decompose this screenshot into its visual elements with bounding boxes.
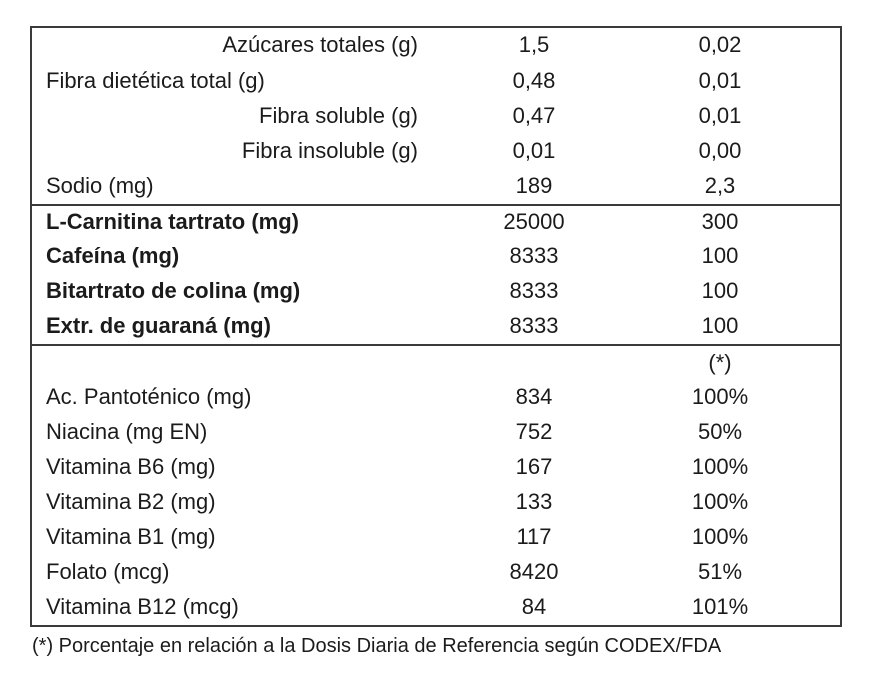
reference-value: 2,3 <box>704 173 736 198</box>
reference-value: 100% <box>691 384 749 409</box>
nutrient-label: Vitamina B6 (mg) <box>46 454 216 479</box>
nutrient-label: Vitamina B1 (mg) <box>46 525 216 550</box>
amount-value: 8420 <box>509 560 559 585</box>
reference-value: 51% <box>697 560 743 585</box>
amount-value: 0,48 <box>512 68 556 93</box>
table-row: Sodio (mg) 189 2,3 <box>32 168 840 203</box>
reference-value: 0,01 <box>698 103 742 128</box>
nutrient-label: Extr. de guaraná (mg) <box>46 314 271 339</box>
nutrition-table: Azúcares totales (g) 1,5 0,02 Fibra diet… <box>30 26 842 627</box>
reference-value: 0,02 <box>698 33 742 58</box>
table-footnote: (*) Porcentaje en relación a la Dosis Di… <box>32 635 722 657</box>
amount-value: 0,01 <box>512 138 556 163</box>
table-row: Niacina (mg EN) 752 50% <box>32 414 840 449</box>
amount-value: 189 <box>515 173 553 198</box>
reference-value: 100% <box>691 525 749 550</box>
amount-value: 133 <box>515 489 553 514</box>
nutrient-label: Azúcares totales (g) <box>222 33 418 58</box>
asterisk-header: (*) <box>708 350 732 375</box>
nutrient-label: Fibra insoluble (g) <box>241 138 418 163</box>
amount-value: 834 <box>515 384 553 409</box>
amount-value: 8333 <box>509 279 559 304</box>
table-row: Folato (mcg) 8420 51% <box>32 555 840 590</box>
table-row: Azúcares totales (g) 1,5 0,02 <box>32 28 840 63</box>
reference-value: 50% <box>697 419 743 444</box>
nutrient-label: L-Carnitina tartrato (mg) <box>46 210 299 235</box>
amount-value: 0,47 <box>512 103 556 128</box>
reference-value: 100 <box>701 279 739 304</box>
nutrient-label: Vitamina B2 (mg) <box>46 489 216 514</box>
table-row: Fibra insoluble (g) 0,01 0,00 <box>32 133 840 168</box>
table-row: Bitartrato de colina (mg) 8333 100 <box>32 274 840 309</box>
nutrient-label: Fibra dietética total (g) <box>46 68 265 93</box>
nutrient-label: Ac. Pantoténico (mg) <box>46 384 252 409</box>
nutrient-label: Sodio (mg) <box>46 173 154 198</box>
amount-value: 117 <box>516 525 552 550</box>
amount-value: 25000 <box>503 210 565 235</box>
table-row: (*) <box>32 344 840 379</box>
nutrient-label: Folato (mcg) <box>46 560 170 585</box>
nutrient-label: Cafeína (mg) <box>46 244 180 269</box>
table-row: Vitamina B6 (mg) 167 100% <box>32 449 840 484</box>
reference-value: 101% <box>691 595 749 620</box>
table-row: Vitamina B1 (mg) 117 100% <box>32 520 840 555</box>
nutrient-label: Niacina (mg EN) <box>46 419 208 444</box>
table-row: Vitamina B2 (mg) 133 100% <box>32 485 840 520</box>
nutrient-label: Fibra soluble (g) <box>259 103 418 128</box>
amount-value: 752 <box>515 419 553 444</box>
nutrient-label: Vitamina B12 (mcg) <box>46 595 239 620</box>
reference-value: 100% <box>691 454 749 479</box>
reference-value: 100 <box>701 314 739 339</box>
amount-value: 84 <box>521 595 547 620</box>
amount-value: 8333 <box>509 314 559 339</box>
reference-value: 100% <box>691 489 749 514</box>
table-row: Cafeína (mg) 8333 100 <box>32 239 840 274</box>
table-row: L-Carnitina tartrato (mg) 25000 300 <box>32 203 840 239</box>
nutrient-label: Bitartrato de colina (mg) <box>46 279 301 304</box>
table-row: Vitamina B12 (mcg) 84 101% <box>32 590 840 625</box>
amount-value: 1,5 <box>518 33 550 58</box>
amount-value: 8333 <box>509 244 559 269</box>
table-row: Ac. Pantoténico (mg) 834 100% <box>32 379 840 414</box>
table-row: Extr. de guaraná (mg) 8333 100 <box>32 309 840 344</box>
amount-value: 167 <box>515 454 553 479</box>
reference-value: 0,01 <box>698 68 742 93</box>
table-row: Fibra soluble (g) 0,47 0,01 <box>32 98 840 133</box>
reference-value: 300 <box>701 210 739 235</box>
reference-value: 100 <box>701 244 739 269</box>
table-row: Fibra dietética total (g) 0,48 0,01 <box>32 63 840 98</box>
reference-value: 0,00 <box>698 138 742 163</box>
